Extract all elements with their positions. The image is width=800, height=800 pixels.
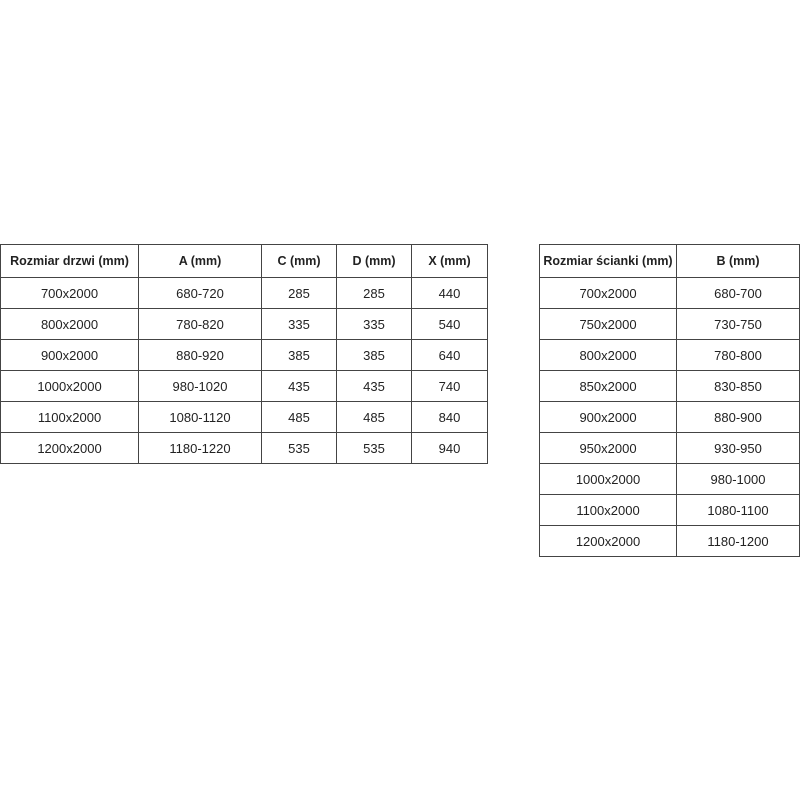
table-row: 900x2000 880-920 385 385 640 [0, 339, 488, 371]
table-cell: 285 [261, 277, 337, 309]
table-row: 750x2000 730-750 [539, 308, 800, 340]
table-cell: 335 [261, 308, 337, 340]
wall-size-table: Rozmiar ścianki (mm) B (mm) 700x2000 680-7… [539, 244, 800, 557]
table-cell: 780-800 [676, 339, 800, 371]
table-cell: 435 [336, 370, 412, 402]
column-header: B (mm) [676, 244, 800, 278]
table-cell: 485 [261, 401, 337, 433]
table-cell: 1100x2000 [539, 494, 677, 526]
table-cell: 435 [261, 370, 337, 402]
table-cell: 980-1020 [138, 370, 262, 402]
door-size-table: Rozmiar drzwi (mm) A (mm) C (mm) D (mm) X (m… [0, 244, 488, 464]
table-cell: 1080-1120 [138, 401, 262, 433]
table-cell: 535 [261, 432, 337, 464]
table-cell: 1000x2000 [539, 463, 677, 495]
table-cell: 1200x2000 [0, 432, 139, 464]
table-row: 900x2000 880-900 [539, 401, 800, 433]
column-header: A (mm) [138, 244, 262, 278]
table-row: 1200x2000 1180-1220 535 535 940 [0, 432, 488, 464]
table-cell: 1000x2000 [0, 370, 139, 402]
column-header: X (mm) [411, 244, 488, 278]
table-cell: 900x2000 [539, 401, 677, 433]
column-header: C (mm) [261, 244, 337, 278]
table-cell: 880-900 [676, 401, 800, 433]
table-row: 1000x2000 980-1000 [539, 463, 800, 495]
column-header: D (mm) [336, 244, 412, 278]
table-cell: 950x2000 [539, 432, 677, 464]
table-cell: 700x2000 [539, 277, 677, 309]
table-cell: 1180-1220 [138, 432, 262, 464]
column-header: Rozmiar ścianki (mm) [539, 244, 677, 278]
table-cell: 940 [411, 432, 488, 464]
table-row: 800x2000 780-800 [539, 339, 800, 371]
table-row: 700x2000 680-700 [539, 277, 800, 309]
table-cell: 980-1000 [676, 463, 800, 495]
table-cell: 850x2000 [539, 370, 677, 402]
table-cell: 680-720 [138, 277, 262, 309]
table-cell: 440 [411, 277, 488, 309]
table-cell: 1180-1200 [676, 525, 800, 557]
table-row: 850x2000 830-850 [539, 370, 800, 402]
table-cell: 535 [336, 432, 412, 464]
table-cell: 385 [336, 339, 412, 371]
table-cell: 680-700 [676, 277, 800, 309]
table-cell: 740 [411, 370, 488, 402]
table-cell: 1100x2000 [0, 401, 139, 433]
table-cell: 335 [336, 308, 412, 340]
table-cell: 385 [261, 339, 337, 371]
column-header: Rozmiar drzwi (mm) [0, 244, 139, 278]
table-cell: 880-920 [138, 339, 262, 371]
table-cell: 1080-1100 [676, 494, 800, 526]
header-row: Rozmiar ścianki (mm) B (mm) [539, 244, 800, 278]
table-cell: 730-750 [676, 308, 800, 340]
table-cell: 485 [336, 401, 412, 433]
table-row: 800x2000 780-820 335 335 540 [0, 308, 488, 340]
table-cell: 800x2000 [0, 308, 139, 340]
header-row: Rozmiar drzwi (mm) A (mm) C (mm) D (mm) X (m… [0, 244, 488, 278]
table-cell: 830-850 [676, 370, 800, 402]
table-row: 950x2000 930-950 [539, 432, 800, 464]
table-cell: 840 [411, 401, 488, 433]
table-cell: 900x2000 [0, 339, 139, 371]
table-cell: 540 [411, 308, 488, 340]
table-row: 1000x2000 980-1020 435 435 740 [0, 370, 488, 402]
table-cell: 930-950 [676, 432, 800, 464]
table-row: 1100x2000 1080-1100 [539, 494, 800, 526]
table-row: 1100x2000 1080-1120 485 485 840 [0, 401, 488, 433]
table-cell: 640 [411, 339, 488, 371]
table-cell: 780-820 [138, 308, 262, 340]
table-row: 1200x2000 1180-1200 [539, 525, 800, 557]
table-cell: 800x2000 [539, 339, 677, 371]
table-cell: 750x2000 [539, 308, 677, 340]
table-cell: 700x2000 [0, 277, 139, 309]
table-cell: 285 [336, 277, 412, 309]
table-row: 700x2000 680-720 285 285 440 [0, 277, 488, 309]
table-cell: 1200x2000 [539, 525, 677, 557]
